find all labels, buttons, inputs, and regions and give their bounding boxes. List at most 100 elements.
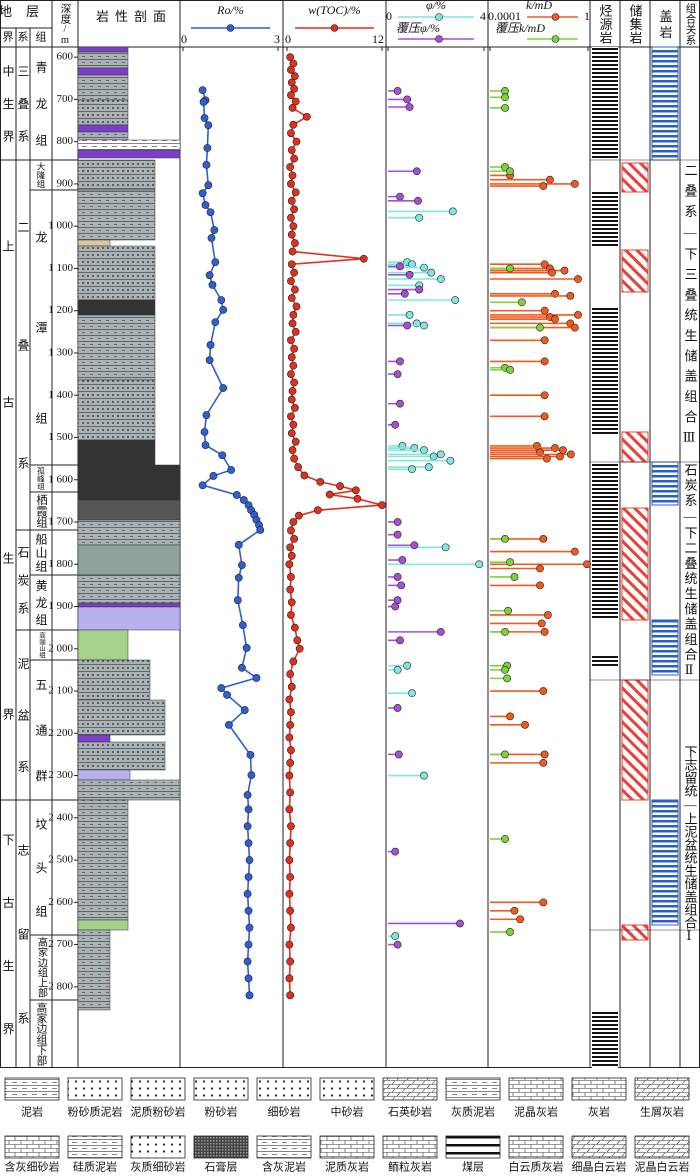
lithology-layer xyxy=(77,699,166,736)
data-point xyxy=(199,98,208,106)
data-point xyxy=(286,758,295,767)
lollipop-point xyxy=(396,357,404,366)
data-point xyxy=(286,720,295,729)
data-point xyxy=(237,663,246,672)
data-point xyxy=(227,466,236,474)
lollipop-point xyxy=(501,666,509,674)
lollipop-point xyxy=(570,323,579,332)
data-point xyxy=(252,674,261,682)
lithology-layer xyxy=(77,574,181,604)
data-point xyxy=(289,311,298,319)
data-point xyxy=(244,839,253,848)
data-point xyxy=(200,428,209,436)
lithology-layer xyxy=(77,245,156,301)
data-point xyxy=(289,420,298,429)
data-point xyxy=(290,268,299,277)
era-label: 下古生界 xyxy=(1,834,15,1086)
legend-item-label: 灰岩 xyxy=(588,1105,610,1119)
legend-label: φ/% xyxy=(426,0,446,12)
legend-item-label: 泥质灰岩 xyxy=(325,1160,369,1174)
data-point xyxy=(204,181,213,190)
header-stratum: 地层 xyxy=(0,4,53,19)
data-point xyxy=(211,258,220,267)
data-point xyxy=(302,112,311,121)
lollipop-point xyxy=(448,207,457,216)
data-point xyxy=(243,791,252,799)
lollipop-point xyxy=(501,627,509,636)
data-point xyxy=(243,957,252,966)
data-point xyxy=(234,573,243,582)
lollipop-point xyxy=(414,196,422,205)
data-point xyxy=(285,560,294,569)
depth-tick-label: 1 400 xyxy=(48,389,73,401)
legend-swatch xyxy=(130,1135,186,1159)
data-point xyxy=(219,384,228,392)
data-point xyxy=(285,856,294,864)
lollipop-point xyxy=(415,285,424,294)
data-point xyxy=(232,491,241,499)
depth-tick-label: 700 xyxy=(57,93,74,105)
system-label: 志留系 xyxy=(16,844,30,1096)
data-point xyxy=(287,551,296,560)
data-point xyxy=(286,53,295,62)
lollipop-point xyxy=(521,720,529,729)
system-label: 三叠系 xyxy=(16,65,30,162)
legend-swatch xyxy=(319,1077,375,1101)
formation-label: 高骊山组 xyxy=(38,631,46,659)
data-point xyxy=(288,319,297,328)
data-point xyxy=(198,481,207,490)
data-point xyxy=(287,353,296,362)
header-formation: 组 xyxy=(36,30,47,44)
cap-rock-interval xyxy=(651,46,679,161)
lollipop-point xyxy=(397,581,406,590)
combination-label: 石炭系—下二叠统生储盖组合Ⅱ xyxy=(682,463,698,680)
lollipop-point xyxy=(391,602,400,611)
lollipop-point xyxy=(398,556,407,564)
data-point xyxy=(200,114,209,122)
legend-item-label: 硅质泥岩 xyxy=(73,1160,117,1174)
data-point xyxy=(291,623,299,632)
lithology-layer xyxy=(77,74,129,101)
lollipop-point xyxy=(566,292,575,300)
era-label: 中生界 xyxy=(1,64,15,162)
lithology-layer xyxy=(77,124,129,133)
lollipop-point xyxy=(429,452,438,461)
data-point xyxy=(233,596,242,605)
data-point xyxy=(285,805,294,814)
data-point xyxy=(206,208,215,217)
data-point xyxy=(209,472,218,480)
legend-label: 覆压φ/% xyxy=(396,21,440,35)
legend-swatch xyxy=(382,1135,438,1159)
data-point xyxy=(211,318,220,327)
lollipop-point xyxy=(393,704,402,712)
data-point xyxy=(290,154,299,163)
legend-item-label: 泥岩 xyxy=(21,1105,43,1119)
lollipop-point xyxy=(560,266,569,275)
data-point xyxy=(288,387,297,395)
data-point xyxy=(291,239,299,247)
data-point xyxy=(287,213,295,222)
data-point xyxy=(289,361,298,370)
legend-item-label: 灰质泥岩 xyxy=(451,1105,495,1119)
data-point xyxy=(287,429,296,438)
legend-marker xyxy=(330,24,339,32)
lithology-layer xyxy=(77,629,129,661)
lithology-layer xyxy=(77,839,129,921)
lollipop-point xyxy=(393,518,402,526)
reservoir-rock-interval xyxy=(621,507,649,621)
legend-marker xyxy=(226,24,235,32)
data-point xyxy=(287,146,296,155)
lollipop-point xyxy=(412,167,421,176)
legend-marker xyxy=(551,35,560,43)
depth-tick-label: 2 400 xyxy=(48,811,73,823)
data-point xyxy=(244,906,253,915)
lithology-layer xyxy=(77,67,129,76)
lollipop-point xyxy=(501,535,509,543)
lollipop-point xyxy=(456,919,464,928)
data-point xyxy=(287,196,296,205)
lollipop-point xyxy=(510,906,519,915)
lollipop-point xyxy=(540,391,549,400)
lollipop-point xyxy=(408,260,416,269)
value-tick-label: 12 xyxy=(372,32,384,46)
lollipop-point xyxy=(543,611,552,619)
